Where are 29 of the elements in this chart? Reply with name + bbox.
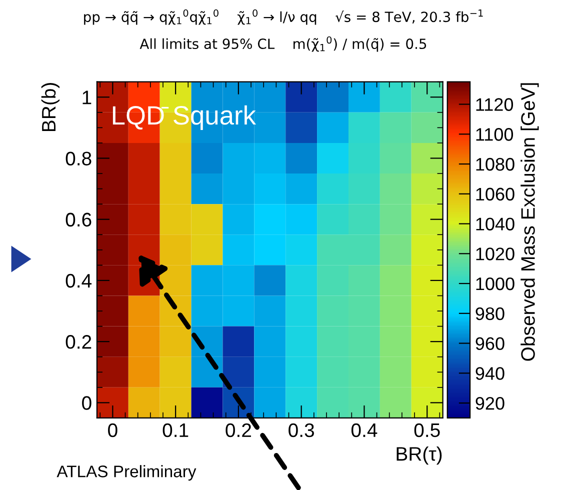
x-tick-label: 0.2	[226, 423, 251, 438]
color-bar-label: 1100	[476, 128, 514, 141]
color-bar-label: 1120	[476, 98, 514, 111]
chart-subtitle: All limits at 95% CL m(χ̃$_{1}$$^{0}$) / m(q̃) = 0.5	[140, 36, 426, 52]
color-bar-label: 980	[476, 307, 504, 320]
color-bar-label: 1020	[476, 248, 514, 260]
color-bar-label: 1080	[476, 158, 514, 171]
y-tick-label: 0.8	[66, 152, 92, 166]
color-bar-label: 1040	[476, 218, 514, 230]
y-tick-label: 0.4	[66, 274, 92, 288]
color-bar-title: Observed Mass Exclusion [GeV]	[520, 83, 539, 361]
color-bar-label: 1060	[476, 188, 514, 201]
y-tick-label: 0.2	[66, 335, 92, 349]
x-tick-label: 0.5	[414, 423, 440, 438]
y-tick-label: 0.6	[66, 212, 92, 227]
y-axis-title: BR(b)	[41, 83, 60, 132]
x-tick-label: 0.1	[162, 423, 188, 438]
x-axis-title: BR(τ)	[396, 446, 442, 465]
chart-title: pp → q̃q̃ → qχ̃$_{1}$$^{0}$qχ̃$_{1}$$^{0}$ χ̃$_{1}$$^{0}$ → l/ν qq √s = 8 TeV, 20.3 fb$^{−1}$	[84, 9, 483, 25]
y-tick-label: 1	[82, 90, 92, 104]
x-tick-label: 0	[108, 423, 118, 438]
x-tick-label: 0.3	[288, 423, 314, 438]
color-bar-label: 940	[476, 367, 504, 380]
color-bar-label: 920	[476, 396, 504, 410]
x-tick-label: 0.4	[351, 423, 378, 438]
y-tick-label: 0	[82, 396, 92, 410]
text: ATLAS Preliminary	[56, 465, 196, 481]
color-bar-label: 1000	[476, 277, 514, 290]
color-bar-label: 960	[476, 337, 504, 350]
